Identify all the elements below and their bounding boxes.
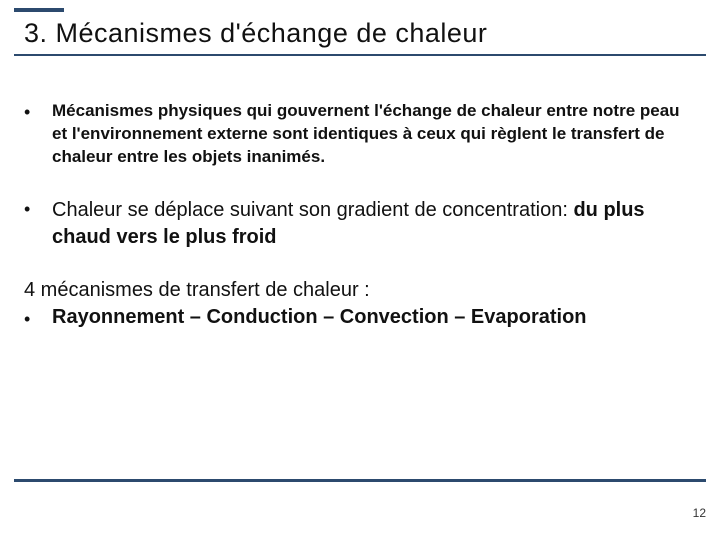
slide-title: 3. Mécanismes d'échange de chaleur (24, 18, 487, 49)
bullet-marker: • (24, 306, 52, 331)
slide-content: • Mécanismes physiques qui gouvernent l'… (24, 100, 696, 330)
bullet-item-1: • Mécanismes physiques qui gouvernent l'… (24, 100, 696, 169)
mechanisms-intro: 4 mécanismes de transfert de chaleur : (24, 279, 696, 302)
bullet-text-1: Mécanismes physiques qui gouvernent l'éc… (52, 100, 696, 169)
bullet-marker: • (24, 100, 52, 124)
bullet-item-2: • Chaleur se déplace suivant son gradien… (24, 197, 696, 251)
accent-bar-bottom (14, 479, 706, 482)
bullet-marker: • (24, 197, 52, 221)
slide: 3. Mécanismes d'échange de chaleur • Méc… (0, 0, 720, 540)
mechanisms-list: Rayonnement – Conduction – Convection – … (52, 306, 587, 329)
page-number: 12 (693, 506, 706, 520)
bullet-2-part1: Chaleur se déplace suivant son gradient … (52, 199, 573, 221)
accent-bar-top (14, 8, 64, 12)
mechanisms-row: • Rayonnement – Conduction – Convection … (24, 306, 696, 331)
title-underline (14, 54, 706, 56)
bullet-text-2: Chaleur se déplace suivant son gradient … (52, 197, 696, 251)
